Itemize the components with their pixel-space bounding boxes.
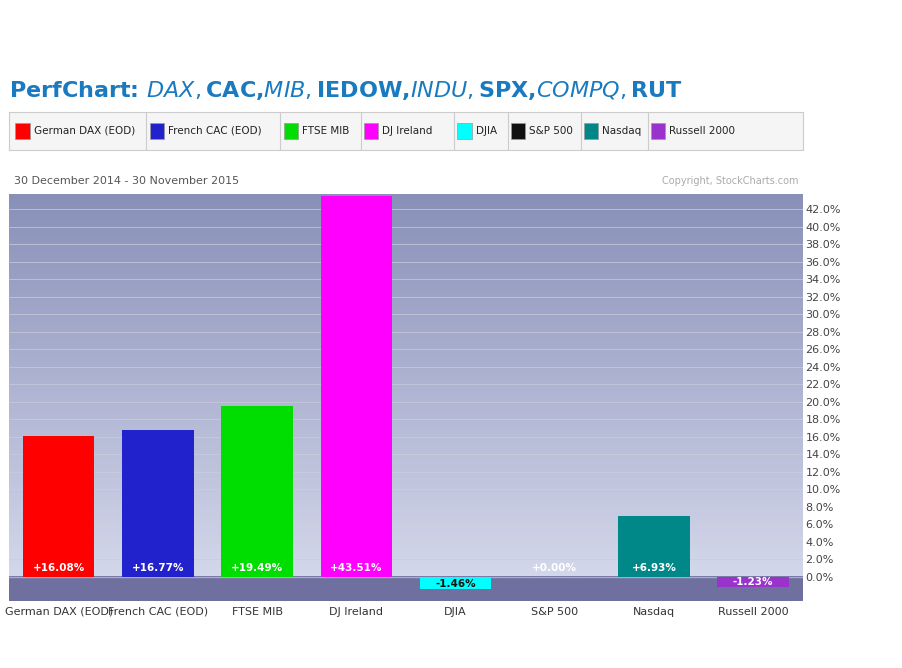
Bar bbox=[419, 576, 492, 589]
Text: +6.93%: +6.93% bbox=[631, 563, 676, 573]
Bar bbox=[150, 123, 164, 139]
Text: FTSE MIB: FTSE MIB bbox=[302, 126, 349, 136]
Text: Russell 2000: Russell 2000 bbox=[669, 126, 735, 136]
Text: DJ Ireland: DJ Ireland bbox=[382, 126, 432, 136]
Text: -1.46%: -1.46% bbox=[435, 578, 476, 589]
Bar bbox=[584, 123, 598, 139]
Bar bbox=[221, 406, 293, 576]
Text: French CAC (EOD): French CAC (EOD) bbox=[168, 126, 262, 136]
Bar bbox=[15, 123, 30, 139]
Bar bbox=[283, 123, 298, 139]
Text: German DAX (EOD): German DAX (EOD) bbox=[33, 126, 135, 136]
Text: +16.77%: +16.77% bbox=[132, 563, 184, 573]
Text: 30 December 2014 - 30 November 2015: 30 December 2014 - 30 November 2015 bbox=[14, 176, 239, 186]
Bar bbox=[618, 516, 690, 576]
Bar bbox=[717, 576, 789, 587]
Bar bbox=[457, 123, 472, 139]
Bar bbox=[650, 123, 665, 139]
Text: PerfChart: $DAX,$CAC,$MIB,$IEDOW,$INDU,$SPX,$COMPQ,$RUT: PerfChart: $DAX,$CAC,$MIB,$IEDOW,$INDU,$… bbox=[9, 79, 683, 102]
Text: +19.49%: +19.49% bbox=[231, 563, 283, 573]
Bar bbox=[122, 430, 194, 576]
Text: +16.08%: +16.08% bbox=[32, 563, 85, 573]
Bar bbox=[320, 196, 392, 576]
Text: S&P 500: S&P 500 bbox=[529, 126, 573, 136]
Text: -1.23%: -1.23% bbox=[733, 576, 773, 587]
Bar bbox=[23, 436, 95, 576]
Text: +43.51%: +43.51% bbox=[330, 563, 382, 573]
Text: Copyright, StockCharts.com: Copyright, StockCharts.com bbox=[662, 176, 798, 186]
Text: DJIA: DJIA bbox=[475, 126, 497, 136]
Text: Nasdaq: Nasdaq bbox=[603, 126, 641, 136]
Bar bbox=[364, 123, 378, 139]
Text: +0.00%: +0.00% bbox=[532, 563, 577, 573]
Bar bbox=[511, 123, 525, 139]
